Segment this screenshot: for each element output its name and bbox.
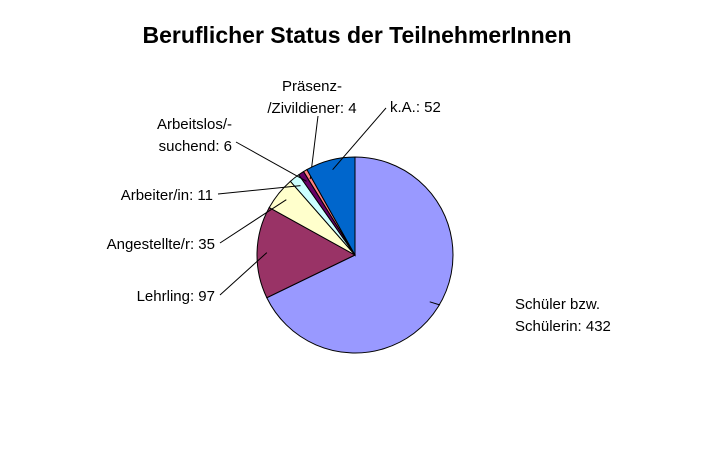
slice-label: Angestellte/r: 35: [107, 236, 215, 253]
slice-label: Lehrling: 97: [137, 288, 215, 305]
slice-label: Präsenz-: [282, 78, 342, 95]
leader-line: [429, 301, 441, 306]
pie-slice: [266, 156, 454, 354]
slice-label: Arbeitslos/-: [157, 116, 232, 133]
leader-line: [219, 252, 268, 296]
slice-label: Schüler bzw.: [515, 296, 600, 313]
leader-line: [219, 199, 287, 244]
pie-slice: [306, 156, 356, 257]
chart-title: Beruflicher Status der TeilnehmerInnen: [142, 22, 571, 48]
slice-label: Schülerin: 432: [515, 318, 611, 335]
leader-line: [217, 185, 301, 195]
slice-label: suchend: 6: [159, 138, 232, 155]
slice-label: k.A.: 52: [390, 99, 441, 116]
leader-line: [235, 141, 307, 182]
slice-label: Arbeiter/in: 11: [121, 187, 213, 204]
slice-label: /Zivildiener: 4: [267, 100, 356, 117]
leader-line: [332, 107, 387, 171]
